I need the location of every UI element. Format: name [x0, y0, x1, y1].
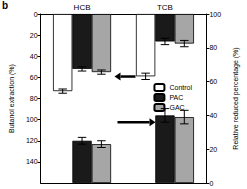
svg-text:HCB: HCB [74, 3, 91, 12]
svg-text:120: 120 [26, 137, 38, 144]
svg-text:PAC: PAC [169, 94, 183, 101]
svg-text:b: b [2, 0, 8, 11]
svg-text:0: 0 [34, 11, 38, 18]
svg-text:0: 0 [209, 180, 213, 187]
svg-text:Relative reduced percentage (%: Relative reduced percentage (%) [232, 47, 240, 149]
svg-text:40: 40 [209, 112, 217, 119]
svg-text:80: 80 [30, 95, 38, 102]
svg-text:140: 140 [26, 158, 38, 165]
svg-text:20: 20 [30, 32, 38, 39]
svg-text:40: 40 [30, 53, 38, 60]
svg-text:100: 100 [26, 116, 38, 123]
svg-text:TCB: TCB [157, 3, 173, 12]
svg-text:Control: Control [169, 84, 192, 91]
svg-text:100: 100 [209, 11, 221, 18]
svg-text:60: 60 [209, 78, 217, 85]
svg-text:20: 20 [209, 146, 217, 153]
svg-text:60: 60 [30, 74, 38, 81]
svg-text:80: 80 [209, 44, 217, 51]
svg-text:GAC: GAC [169, 104, 185, 111]
svg-text:Butanol extraction (%): Butanol extraction (%) [8, 64, 16, 133]
